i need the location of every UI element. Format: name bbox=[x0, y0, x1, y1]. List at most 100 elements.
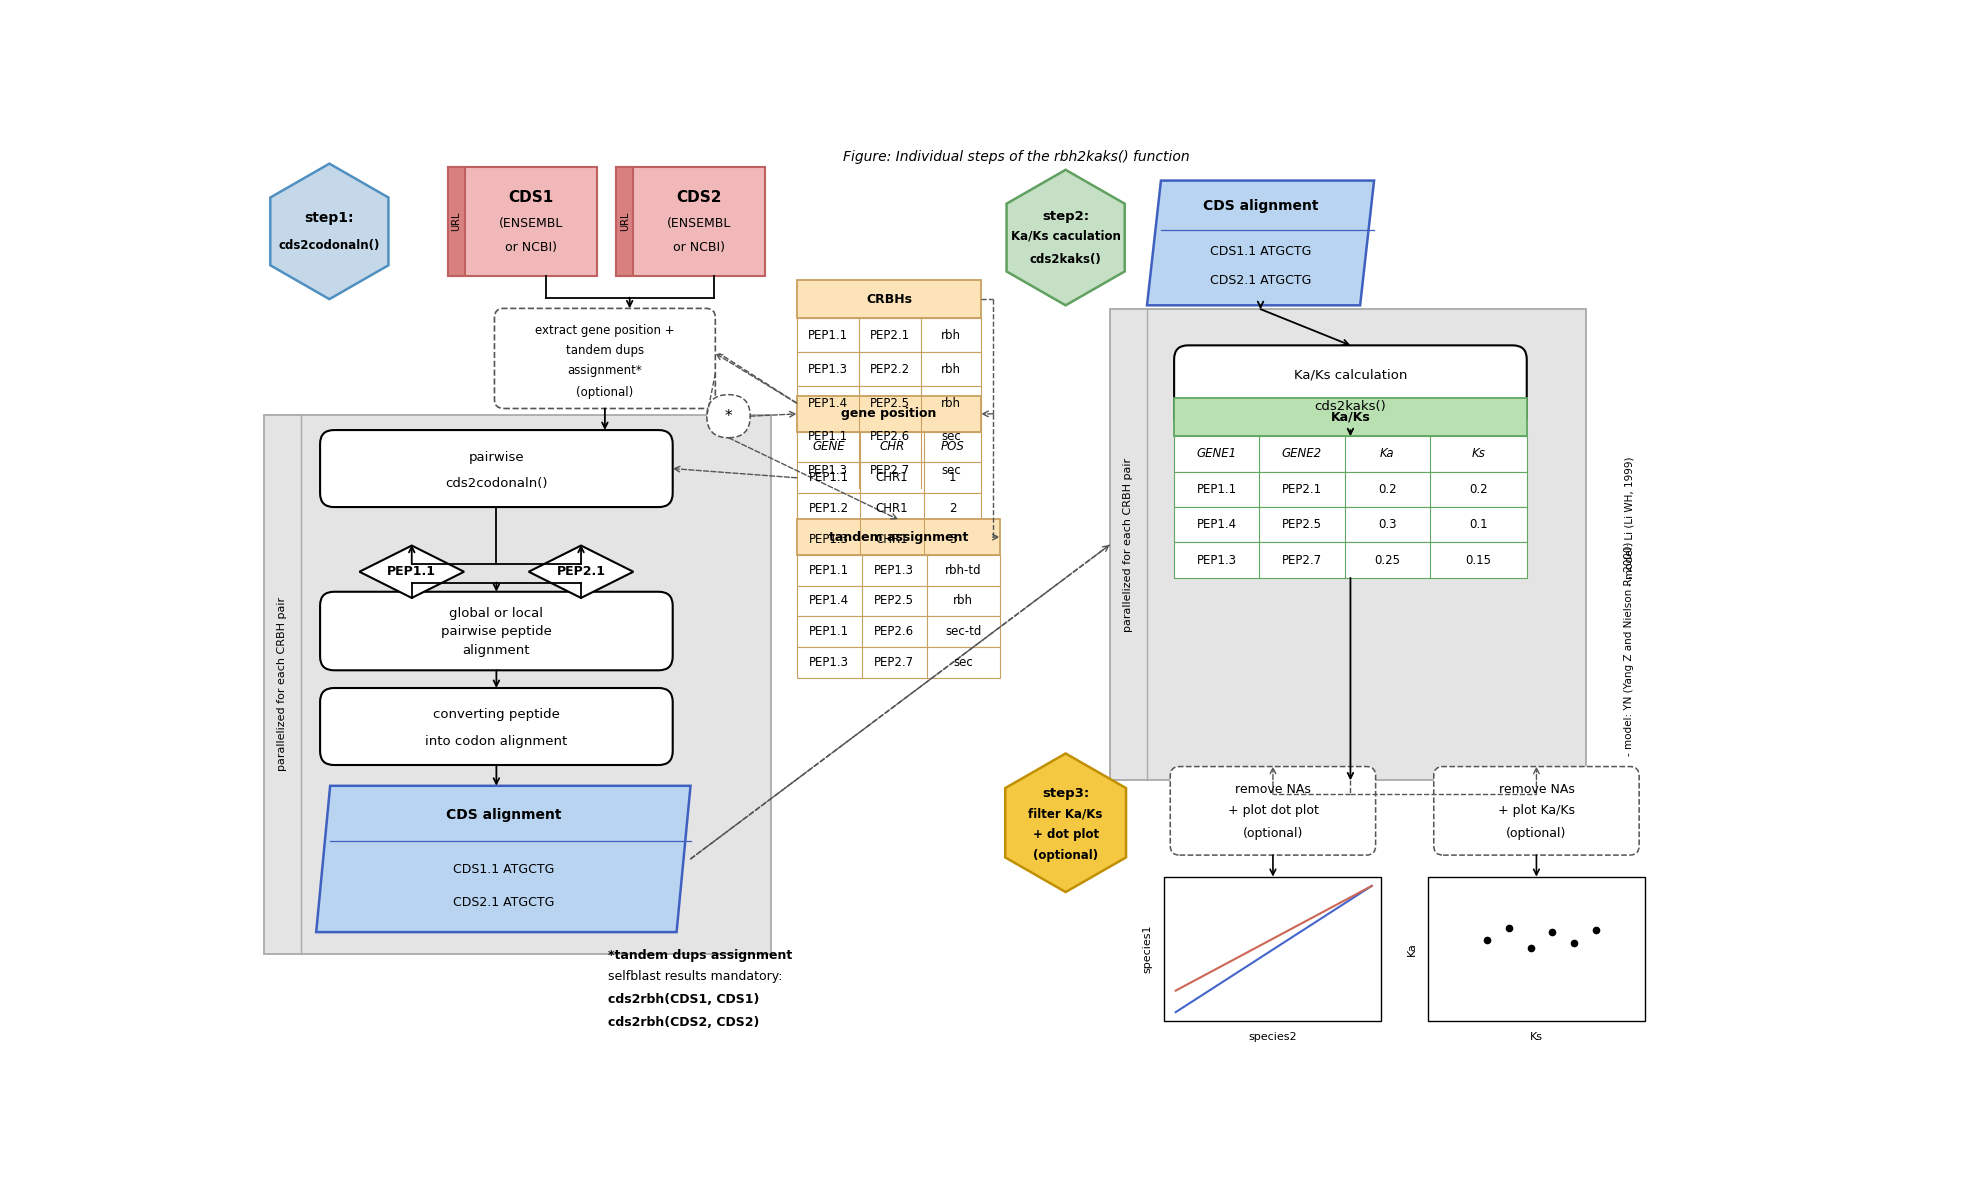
Text: *: * bbox=[724, 408, 732, 424]
Text: Ka: Ka bbox=[1381, 448, 1395, 461]
Bar bbox=[798, 397, 982, 432]
Text: Ks: Ks bbox=[1530, 1031, 1542, 1042]
Text: GENE: GENE bbox=[811, 440, 845, 453]
Text: PEP1.1: PEP1.1 bbox=[807, 329, 847, 342]
Bar bbox=[1175, 542, 1528, 578]
Text: (optional): (optional) bbox=[1242, 828, 1303, 841]
Text: PEP2.6: PEP2.6 bbox=[869, 431, 911, 444]
Bar bbox=[798, 520, 1000, 555]
FancyBboxPatch shape bbox=[319, 688, 673, 765]
Text: CHR1: CHR1 bbox=[875, 502, 909, 515]
Text: Ka/Ks: Ka/Ks bbox=[1331, 411, 1371, 424]
Text: pairwise: pairwise bbox=[468, 450, 524, 463]
Polygon shape bbox=[1006, 753, 1127, 892]
Text: Ks: Ks bbox=[1472, 448, 1486, 461]
Bar bbox=[1175, 507, 1528, 542]
Text: GENE2: GENE2 bbox=[1282, 448, 1321, 461]
Polygon shape bbox=[528, 546, 633, 598]
Text: PEP1.3: PEP1.3 bbox=[809, 656, 849, 669]
Text: PEP2.5: PEP2.5 bbox=[869, 397, 911, 410]
Text: 0.25: 0.25 bbox=[1375, 554, 1401, 567]
Text: CHR1: CHR1 bbox=[875, 471, 909, 484]
Text: (optional): (optional) bbox=[1034, 849, 1099, 862]
Text: rbh: rbh bbox=[940, 329, 960, 342]
Bar bbox=[617, 167, 633, 276]
Text: GENE1: GENE1 bbox=[1196, 448, 1236, 461]
Text: cds2kaks(): cds2kaks() bbox=[1315, 400, 1387, 413]
Text: Figure: Individual steps of the rbh2kaks() function: Figure: Individual steps of the rbh2kaks… bbox=[843, 149, 1190, 163]
Text: (optional): (optional) bbox=[1506, 828, 1567, 841]
Text: CDS1.1 ATGCTG: CDS1.1 ATGCTG bbox=[452, 863, 554, 876]
Text: sec: sec bbox=[954, 656, 974, 669]
Text: PEP1.1: PEP1.1 bbox=[387, 565, 436, 578]
Text: PEP1.4: PEP1.4 bbox=[807, 397, 847, 410]
Text: PEP2.1: PEP2.1 bbox=[558, 565, 605, 578]
Text: tandem assignment: tandem assignment bbox=[829, 530, 968, 543]
Text: sec: sec bbox=[940, 431, 960, 444]
Text: CDS1: CDS1 bbox=[508, 189, 554, 205]
Text: 3: 3 bbox=[948, 533, 956, 546]
Text: parallelized for each CRBH pair: parallelized for each CRBH pair bbox=[278, 597, 288, 771]
Text: CDS2: CDS2 bbox=[677, 189, 722, 205]
Bar bbox=[798, 420, 982, 453]
Text: sec-td: sec-td bbox=[944, 625, 982, 638]
Text: CDS alignment: CDS alignment bbox=[446, 807, 561, 822]
Text: step3:: step3: bbox=[1042, 787, 1089, 800]
Text: PEP2.7: PEP2.7 bbox=[869, 464, 911, 477]
Text: assignment*: assignment* bbox=[567, 363, 643, 377]
Bar bbox=[1109, 309, 1587, 780]
Bar bbox=[798, 586, 1000, 617]
Text: PEP1.2: PEP1.2 bbox=[807, 502, 849, 515]
Text: + plot Ka/Ks: + plot Ka/Ks bbox=[1498, 804, 1575, 817]
Text: CDS1.1 ATGCTG: CDS1.1 ATGCTG bbox=[1210, 245, 1311, 258]
Text: into codon alignment: into codon alignment bbox=[425, 735, 567, 748]
Bar bbox=[798, 432, 982, 463]
Text: cds2codonaln(): cds2codonaln() bbox=[444, 477, 548, 490]
FancyBboxPatch shape bbox=[319, 430, 673, 507]
Bar bbox=[798, 617, 1000, 648]
Text: + dot plot: + dot plot bbox=[1032, 828, 1099, 841]
Text: step1:: step1: bbox=[306, 211, 353, 225]
Bar bbox=[1428, 876, 1645, 1022]
Text: Ka/Ks caculation: Ka/Ks caculation bbox=[1010, 230, 1121, 243]
Bar bbox=[798, 463, 982, 494]
Text: alignment: alignment bbox=[462, 644, 530, 657]
Text: extract gene position +: extract gene position + bbox=[536, 324, 675, 337]
Bar bbox=[798, 353, 982, 386]
Text: PEP2.7: PEP2.7 bbox=[875, 656, 915, 669]
FancyBboxPatch shape bbox=[706, 394, 750, 438]
Text: PEP1.3: PEP1.3 bbox=[807, 464, 847, 477]
FancyBboxPatch shape bbox=[1171, 766, 1375, 855]
Bar bbox=[798, 648, 1000, 678]
Text: species1: species1 bbox=[1143, 925, 1153, 973]
Text: 0.15: 0.15 bbox=[1466, 554, 1492, 567]
Text: PEP2.7: PEP2.7 bbox=[1282, 554, 1321, 567]
Text: *tandem dups assignment: *tandem dups assignment bbox=[609, 948, 794, 961]
Text: step2:: step2: bbox=[1042, 210, 1089, 223]
Text: gene position: gene position bbox=[841, 407, 936, 420]
Text: 0.2: 0.2 bbox=[1468, 483, 1488, 496]
Bar bbox=[798, 525, 982, 555]
Bar bbox=[798, 386, 982, 420]
Polygon shape bbox=[1006, 169, 1125, 305]
Text: cds2codonaln(): cds2codonaln() bbox=[278, 239, 381, 252]
Text: PEP2.2: PEP2.2 bbox=[869, 362, 911, 375]
Polygon shape bbox=[359, 546, 464, 598]
Text: PEP1.3: PEP1.3 bbox=[875, 564, 915, 577]
Text: 0.3: 0.3 bbox=[1379, 519, 1397, 532]
Bar bbox=[617, 167, 766, 276]
Text: PEP1.3: PEP1.3 bbox=[807, 362, 847, 375]
Bar bbox=[448, 167, 464, 276]
Text: 2: 2 bbox=[948, 502, 956, 515]
Polygon shape bbox=[315, 786, 690, 932]
Text: PEP1.1: PEP1.1 bbox=[809, 564, 849, 577]
Text: species2: species2 bbox=[1248, 1031, 1298, 1042]
Text: Ka: Ka bbox=[1407, 942, 1417, 955]
Bar bbox=[798, 494, 982, 525]
Text: remove NAs: remove NAs bbox=[1234, 783, 1311, 796]
Text: PEP1.1: PEP1.1 bbox=[807, 431, 847, 444]
Bar bbox=[798, 555, 1000, 586]
FancyBboxPatch shape bbox=[494, 308, 716, 408]
Text: or NCBI): or NCBI) bbox=[673, 242, 724, 255]
Bar bbox=[1165, 876, 1381, 1022]
